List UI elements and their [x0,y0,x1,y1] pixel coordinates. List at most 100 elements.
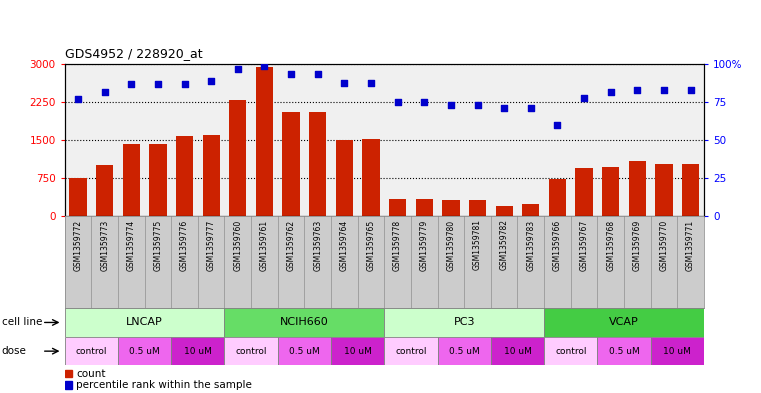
Bar [682,164,699,216]
Bar [522,204,540,216]
Point [444,102,457,108]
Text: GSM1359764: GSM1359764 [340,219,349,271]
Point [578,95,590,101]
Bar [495,206,513,216]
Text: GSM1359779: GSM1359779 [420,219,428,271]
Bar [69,178,87,216]
Text: GSM1359781: GSM1359781 [473,219,482,270]
Bar [469,200,486,216]
Bar [224,308,384,337]
Text: 0.5 uM: 0.5 uM [449,347,479,356]
Bar [629,161,646,216]
Point [524,105,537,112]
Bar [65,370,72,377]
Point [312,70,324,77]
Text: 10 uM: 10 uM [664,347,691,356]
Text: GSM1359766: GSM1359766 [553,219,562,271]
Bar [176,136,193,216]
Text: GSM1359783: GSM1359783 [527,219,535,270]
Text: GSM1359775: GSM1359775 [154,219,162,271]
Text: percentile rank within the sample: percentile rank within the sample [76,380,253,390]
Point [151,81,164,87]
Point [684,87,696,93]
Text: NCIH660: NCIH660 [280,318,329,327]
Text: GSM1359760: GSM1359760 [234,219,242,271]
Text: GSM1359762: GSM1359762 [287,219,295,270]
Bar [655,164,673,216]
Text: PC3: PC3 [454,318,475,327]
Text: GSM1359763: GSM1359763 [314,219,322,271]
Text: VCAP: VCAP [609,318,639,327]
Text: GSM1359782: GSM1359782 [500,219,508,270]
Point [631,87,643,93]
Bar [331,337,384,365]
Bar [96,165,113,216]
Bar [362,139,380,216]
Text: GSM1359770: GSM1359770 [660,219,668,271]
Bar [544,308,704,337]
Bar [384,308,544,337]
Text: 0.5 uM: 0.5 uM [129,347,160,356]
Text: dose: dose [2,346,27,356]
Bar [65,381,72,389]
Text: count: count [76,369,106,378]
Text: GSM1359769: GSM1359769 [633,219,642,271]
Bar [389,199,406,216]
Bar [309,112,326,216]
Text: 10 uM: 10 uM [184,347,212,356]
Point [98,88,111,95]
Text: GDS4952 / 228920_at: GDS4952 / 228920_at [65,48,202,61]
Point [498,105,510,112]
Text: 10 uM: 10 uM [344,347,371,356]
Text: GSM1359767: GSM1359767 [580,219,588,271]
Text: GSM1359778: GSM1359778 [393,219,402,270]
Point [231,66,244,72]
Bar [224,337,278,365]
Text: 10 uM: 10 uM [504,347,531,356]
Text: GSM1359774: GSM1359774 [127,219,135,271]
Point [604,88,616,95]
Bar [416,199,433,216]
Point [471,102,484,108]
Bar [65,337,118,365]
Point [391,99,403,105]
Text: GSM1359780: GSM1359780 [447,219,455,270]
Point [72,96,84,103]
Bar [602,167,619,216]
Text: GSM1359761: GSM1359761 [260,219,269,270]
Text: cell line: cell line [2,318,42,327]
Bar [549,179,566,216]
Bar [202,135,220,216]
Bar [171,337,224,365]
Point [419,99,431,105]
Bar [384,337,438,365]
Bar [123,144,140,216]
Bar [597,337,651,365]
Bar [491,337,544,365]
Text: GSM1359773: GSM1359773 [100,219,109,271]
Text: 0.5 uM: 0.5 uM [289,347,320,356]
Point [365,79,377,86]
Point [658,87,670,93]
Text: 0.5 uM: 0.5 uM [609,347,639,356]
Text: GSM1359776: GSM1359776 [180,219,189,271]
Text: control: control [75,347,107,356]
Bar [118,337,171,365]
Text: control: control [555,347,587,356]
Bar [575,168,593,216]
Point [258,63,271,69]
Bar [544,337,597,365]
Bar [256,67,273,216]
Point [338,79,350,86]
Text: control: control [395,347,427,356]
Text: GSM1359768: GSM1359768 [607,219,615,270]
Text: control: control [235,347,267,356]
Bar [442,200,460,216]
Bar [278,337,331,365]
Point [551,122,563,128]
Bar [651,337,704,365]
Bar [65,308,224,337]
Text: GSM1359772: GSM1359772 [74,219,82,270]
Point [178,81,190,87]
Point [285,70,297,77]
